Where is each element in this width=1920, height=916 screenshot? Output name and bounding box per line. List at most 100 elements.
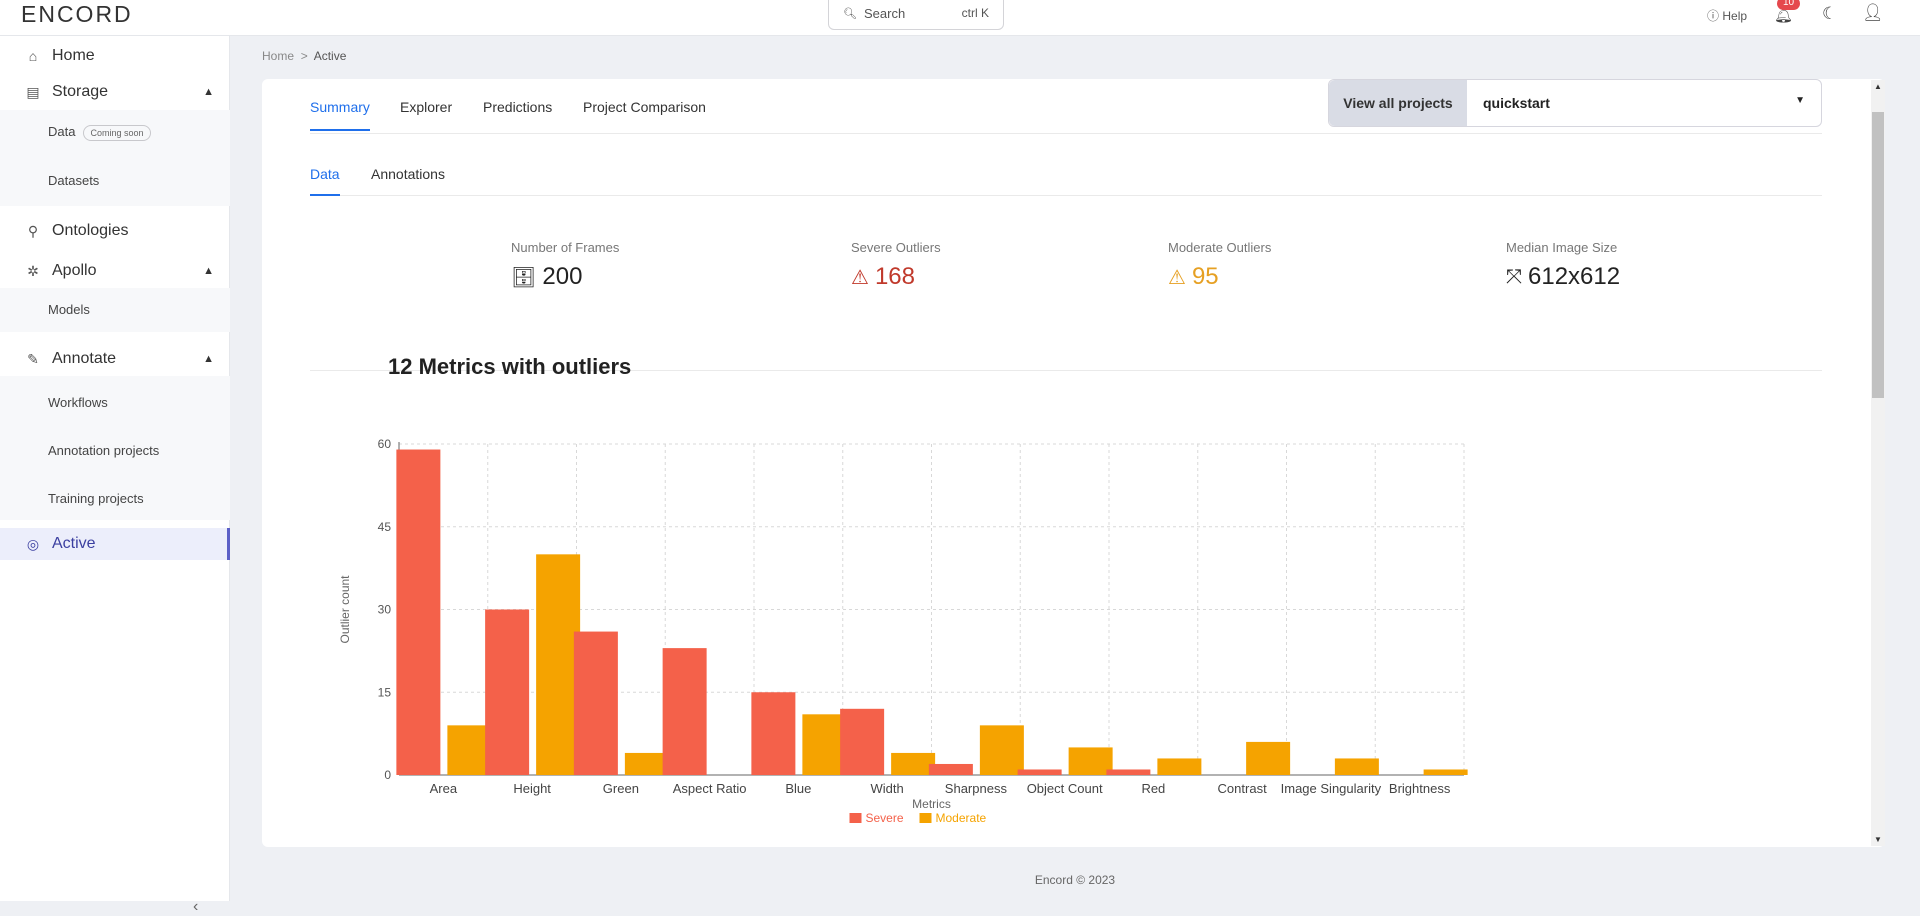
- help-label: Help: [1722, 9, 1748, 23]
- outliers-chart: 0 15 30 45 60 Area Height Green Aspect Ratio Blue…: [330, 430, 1800, 830]
- breadcrumb-home[interactable]: Home: [262, 49, 295, 63]
- sidebar-item-active[interactable]: ◎ Active: [0, 528, 230, 560]
- storage-submenu: Data Coming soon Datasets: [0, 110, 230, 206]
- apollo-submenu: Models: [0, 288, 230, 332]
- bar-severe: [485, 609, 530, 775]
- storage-icon: ▤: [26, 83, 40, 100]
- legend-swatch: [919, 813, 932, 823]
- bar-severe: [840, 708, 885, 775]
- sidebar-item-annotate[interactable]: ✎ Annotate ▲: [0, 343, 230, 375]
- chevron-up-icon: ▲: [203, 353, 214, 365]
- scrollbar[interactable]: ▲ ▼: [1871, 80, 1885, 846]
- bar-moderate: [447, 725, 492, 775]
- sidebar-item-apollo[interactable]: ✲ Apollo ▲: [0, 255, 230, 287]
- y-tick-label: 30: [378, 603, 392, 617]
- bar-severe: [573, 631, 618, 775]
- sidebar-item-label: Home: [52, 47, 95, 64]
- warning-icon: ⚠: [851, 266, 869, 289]
- tab-project-comparison[interactable]: Project Comparison: [583, 99, 706, 115]
- sidebar-item-models[interactable]: Models: [48, 302, 90, 317]
- search-label: Search: [864, 6, 906, 21]
- search-shortcut: ctrl K: [961, 6, 989, 20]
- bar-severe: [662, 648, 707, 775]
- coming-soon-badge: Coming soon: [83, 124, 151, 141]
- sidebar-item-datasets[interactable]: Datasets: [48, 173, 100, 188]
- bar-moderate: [1157, 758, 1202, 775]
- bell-icon[interactable]: 🔔︎: [1774, 7, 1794, 24]
- sidebar-item-label: Active: [52, 535, 96, 552]
- x-tick-label: Green: [603, 781, 639, 796]
- bar-moderate: [979, 725, 1024, 775]
- top-bar: ENCORD 🔍︎ Search ctrl K ⓘ Help 🔔︎ 10 ☾ 👤…: [0, 0, 1920, 36]
- view-all-projects-button[interactable]: View all projects: [1329, 80, 1467, 126]
- scroll-down-icon[interactable]: ▼: [1874, 835, 1882, 844]
- help-button[interactable]: ⓘ Help: [1707, 7, 1747, 24]
- bar-moderate: [1246, 741, 1291, 775]
- active-icon: ◎: [26, 535, 40, 552]
- bar-severe: [396, 449, 441, 775]
- breadcrumb: Home > Active: [262, 49, 346, 63]
- annotate-icon: ✎: [27, 350, 39, 367]
- bar-moderate: [1334, 758, 1379, 775]
- ontology-icon: ⚲: [27, 222, 39, 239]
- sidebar-item-data[interactable]: Data Coming soon: [48, 124, 151, 141]
- x-tick-label: Sharpness: [945, 781, 1008, 796]
- tab-explorer[interactable]: Explorer: [400, 99, 453, 115]
- stat-value: 200: [542, 263, 583, 290]
- y-axis-label: Outlier count: [338, 575, 352, 644]
- y-tick-label: 0: [384, 768, 391, 782]
- moon-icon[interactable]: ☾: [1822, 4, 1838, 23]
- sub-tabs: Data Annotations: [310, 150, 1822, 196]
- chevron-up-icon: ▲: [203, 86, 214, 98]
- project-select-value[interactable]: quickstart: [1483, 95, 1550, 111]
- tab-data[interactable]: Data: [310, 166, 340, 196]
- user-icon[interactable]: 👤︎: [1862, 3, 1884, 22]
- sidebar-item-label: Data: [48, 124, 76, 139]
- breadcrumb-current: Active: [313, 49, 347, 63]
- outliers-bar-chart: 0 15 30 45 60 Area Height Green Aspect Ratio Blue…: [338, 437, 1468, 825]
- legend-swatch: [849, 813, 862, 823]
- tab-annotations[interactable]: Annotations: [371, 166, 445, 182]
- bar-moderate: [536, 554, 581, 775]
- x-tick-label: Red: [1141, 781, 1165, 796]
- sidebar-item-training-projects[interactable]: Training projects: [48, 491, 144, 506]
- tab-predictions[interactable]: Predictions: [483, 99, 553, 115]
- section-divider: [310, 370, 1822, 371]
- y-tick-label: 45: [378, 520, 392, 534]
- scroll-up-icon[interactable]: ▲: [1874, 82, 1882, 91]
- sidebar-item-home[interactable]: ⌂ Home: [0, 40, 230, 72]
- legend-label: Moderate: [936, 811, 987, 825]
- caret-down-icon[interactable]: ▼: [1795, 95, 1805, 106]
- x-tick-label: Contrast: [1218, 781, 1268, 796]
- search-icon: 🔍︎: [843, 8, 857, 20]
- stat-number-of-frames: Number of Frames 🗄︎ 200: [511, 240, 619, 291]
- tab-summary[interactable]: Summary: [310, 99, 370, 131]
- search-button[interactable]: 🔍︎ Search ctrl K: [828, 0, 1004, 30]
- sidebar-item-ontologies[interactable]: ⚲ Ontologies: [0, 215, 230, 247]
- bar-severe: [1106, 769, 1151, 775]
- x-tick-label: Width: [871, 781, 904, 796]
- stat-label: Number of Frames: [511, 240, 620, 255]
- x-tick-label: Area: [430, 781, 458, 796]
- legend-label: Severe: [866, 811, 904, 825]
- stat-label: Median Image Size: [1506, 240, 1618, 255]
- section-title: 12 Metrics with outliers: [388, 354, 632, 379]
- home-icon: ⌂: [28, 48, 38, 64]
- scrollbar-thumb[interactable]: [1872, 112, 1884, 398]
- encord-logo[interactable]: ENCORD: [21, 1, 133, 27]
- bar-severe: [1017, 769, 1062, 775]
- question-circle-icon: ⓘ: [1707, 9, 1720, 23]
- sidebar-item-annotation-projects[interactable]: Annotation projects: [48, 443, 160, 458]
- x-tick-label: Image Singularity: [1281, 781, 1382, 796]
- sidebar-item-workflows[interactable]: Workflows: [48, 395, 108, 410]
- main-tabs: Summary Explorer Predictions Project Com…: [310, 80, 1822, 134]
- stat-value: 612x612: [1528, 263, 1621, 290]
- stat-value-row: ⚠ 95: [1168, 263, 1271, 291]
- breadcrumb-separator: >: [300, 49, 308, 63]
- sidebar-item-label: Annotate: [52, 350, 117, 367]
- sidebar-item-storage[interactable]: ▤ Storage ▲: [0, 76, 230, 108]
- sidebar-item-label: Ontologies: [52, 222, 129, 239]
- y-tick-label: 60: [378, 437, 392, 451]
- x-tick-label: Object Count: [1027, 781, 1103, 796]
- chevron-up-icon: ▲: [203, 265, 214, 277]
